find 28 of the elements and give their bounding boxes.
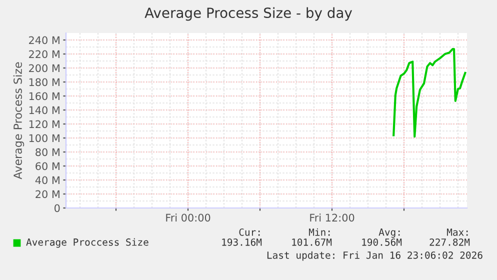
y-tick-label: 80 M bbox=[36, 148, 60, 156]
y-tick-label: 180 M bbox=[29, 78, 60, 86]
text: Avg: bbox=[378, 228, 400, 238]
y-tick-label: 100 M bbox=[29, 134, 60, 142]
y-tick-label: 200 M bbox=[29, 64, 60, 72]
text: Cur: bbox=[239, 228, 260, 236]
line-series bbox=[392, 48, 466, 138]
y-tick-label: 240 M bbox=[29, 36, 60, 44]
text: Last update: Fri Jan 16 23:06:02 2026 bbox=[267, 251, 482, 261]
x-tick-label: Fri 00:00 bbox=[166, 214, 210, 222]
text: 101.67M bbox=[292, 238, 332, 246]
text: 190.56M bbox=[362, 238, 402, 246]
x-tick-label: Fri 12:00 bbox=[310, 214, 354, 222]
legend-label: Average Proccess Size bbox=[26, 238, 148, 248]
y-tick-label: 220 M bbox=[29, 50, 60, 58]
y-tick-label: 140 M bbox=[29, 106, 60, 114]
chart-title: Average Process Size - by day bbox=[144, 7, 352, 21]
text: Min: bbox=[308, 228, 330, 236]
y-tick-label: 40 M bbox=[35, 176, 60, 184]
y-tick-label: 20 M bbox=[36, 190, 60, 198]
y-tick-label: 0 bbox=[54, 204, 60, 212]
y-tick-label: 120 M bbox=[29, 120, 60, 128]
y-tick-label: 60 M bbox=[36, 162, 60, 170]
text: 193.16M bbox=[222, 238, 262, 246]
y-axis-title: Average Process Size bbox=[13, 62, 24, 180]
y-tick-label: 160 M bbox=[29, 92, 60, 100]
text: 227.82M bbox=[430, 238, 470, 246]
text: Max: bbox=[446, 228, 468, 236]
